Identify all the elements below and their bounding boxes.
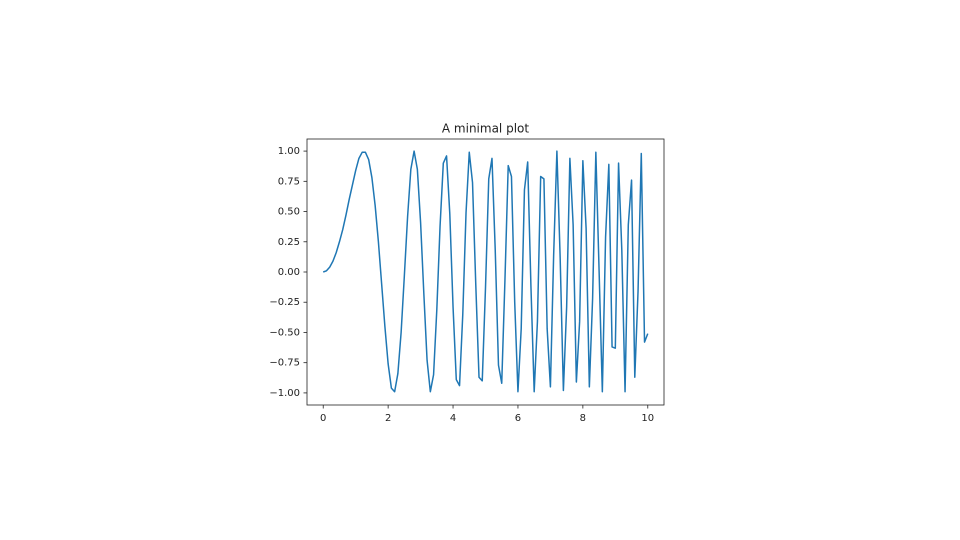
x-tick-label: 6 [515,413,521,424]
y-tick-label: 0.00 [278,267,300,278]
y-tick-label: −0.50 [269,327,300,338]
line-series [322,150,649,393]
chart-title: A minimal plot [442,122,529,136]
x-tick-label: 10 [641,413,654,424]
y-tick-label: 0.75 [278,176,300,187]
y-tick-label: −0.25 [269,297,300,308]
x-tick-label: 4 [450,413,456,424]
y-tick-label: 0.50 [278,207,300,218]
x-tick-label: 0 [320,413,326,424]
x-tick-label: 2 [385,413,391,424]
y-tick-label: −0.75 [269,358,300,369]
x-tick-label: 8 [580,413,586,424]
y-tick-label: 1.00 [278,146,300,157]
y-tick-label: −1.00 [269,388,300,399]
y-tick-label: 0.25 [278,237,300,248]
